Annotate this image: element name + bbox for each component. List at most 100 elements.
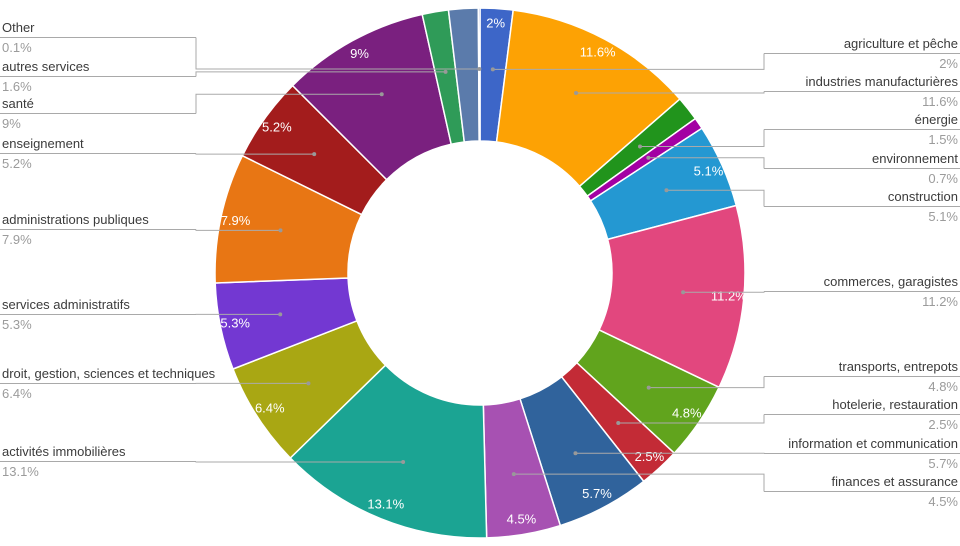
leader-line [195, 93, 382, 114]
sector-label-value: 2.5% [928, 417, 958, 432]
sector-label-name: autres services [0, 59, 196, 77]
leader-line [195, 153, 315, 155]
leader-line [666, 189, 765, 207]
sector-label-name: transports, entrepots [764, 359, 960, 377]
sector-label-value: 5.1% [928, 209, 958, 224]
slice-percent-label: 5.1% [694, 164, 724, 179]
sector-label: Other 0.1% [0, 20, 196, 56]
sector-label-value: 0.7% [928, 171, 958, 186]
leader-dot [490, 67, 495, 72]
sector-label-name: santé [0, 96, 196, 114]
leader-dot [573, 451, 578, 456]
leader-line [492, 53, 765, 70]
slice-percent-label: 5.2% [262, 119, 292, 134]
sector-label-name: commerces, garagistes [764, 274, 960, 292]
sector-label: agriculture et pêche 2% [764, 36, 960, 72]
sector-label: santé 9% [0, 96, 196, 132]
sector-label-value: 9% [2, 116, 21, 131]
sector-label-value: 13.1% [2, 464, 39, 479]
sector-label: information et communication 5.7% [764, 436, 960, 472]
sector-label-name: énergie [764, 112, 960, 130]
sector-label: environnement 0.7% [764, 151, 960, 187]
sector-label-value: 4.5% [928, 494, 958, 509]
leader-line [195, 229, 281, 231]
sector-label-value: 11.2% [922, 294, 958, 309]
sector-label-name: droit, gestion, sciences et techniques [0, 366, 215, 384]
slice-percent-label: 7.9% [221, 213, 251, 228]
sector-label: droit, gestion, sciences et techniques 6.… [0, 366, 215, 402]
sector-label: commerces, garagistes 11.2% [764, 274, 960, 310]
sector-label: construction 5.1% [764, 189, 960, 225]
sector-label-name: hotelerie, restauration [764, 397, 960, 415]
slice-percent-label: 11.6% [580, 44, 616, 59]
leader-line [648, 376, 765, 389]
leader-dot [681, 290, 686, 295]
leader-dot [278, 228, 283, 233]
leader-dot [306, 381, 311, 386]
pie-slice-activités-immobilières[interactable] [289, 364, 488, 539]
slice-percent-label: 6.4% [255, 400, 285, 415]
sector-label-name: industries manufacturières [764, 74, 960, 92]
leader-dot [278, 312, 283, 317]
leader-dot [401, 459, 406, 464]
sector-label-value: 7.9% [2, 232, 32, 247]
slice-percent-label: 2% [486, 15, 505, 30]
leader-dot [638, 144, 643, 149]
sector-label-name: enseignement [0, 136, 196, 154]
leader-line [195, 71, 446, 77]
slice-percent-label: 9% [350, 46, 369, 61]
leader-dot [646, 385, 651, 390]
leader-dot [574, 91, 579, 96]
leader-dot [443, 69, 448, 74]
leader-line [576, 91, 765, 94]
slice-percent-label: 5.7% [582, 486, 612, 501]
sector-label: énergie 1.5% [764, 112, 960, 148]
leader-dot [616, 421, 621, 426]
leader-line [640, 129, 765, 147]
slice-percent-label: 4.5% [507, 512, 537, 527]
sector-label-name: Other [0, 20, 196, 38]
sector-label-value: 1.6% [2, 79, 32, 94]
leader-line [618, 414, 765, 424]
sector-label-name: activités immobilières [0, 444, 196, 462]
sector-label-value: 5.7% [928, 456, 958, 471]
leader-dot [312, 152, 317, 157]
sector-label-name: administrations publiques [0, 212, 196, 230]
sector-label-value: 5.2% [2, 156, 32, 171]
sector-label-name: agriculture et pêche [764, 36, 960, 54]
sector-label: transports, entrepots 4.8% [764, 359, 960, 395]
pie-slice-other[interactable] [477, 7, 481, 142]
slice-percent-label: 2.5% [635, 449, 665, 464]
sector-label-name: information et communication [764, 436, 960, 454]
sector-label: administrations publiques 7.9% [0, 212, 196, 248]
sector-label: industries manufacturières 11.6% [764, 74, 960, 110]
leader-dot [477, 67, 482, 72]
sector-label: activités immobilières 13.1% [0, 444, 196, 480]
sector-label-value: 1.5% [928, 132, 958, 147]
leader-dot [646, 155, 651, 160]
sector-label-value: 11.6% [922, 94, 958, 109]
sector-label-value: 4.8% [928, 379, 958, 394]
leader-line [648, 157, 765, 169]
sector-label: autres services 1.6% [0, 59, 196, 95]
slice-percent-label: 4.8% [672, 406, 702, 421]
sector-label-value: 2% [939, 56, 958, 71]
leader-line [195, 37, 480, 70]
leader-line [513, 473, 765, 492]
sector-label: services administratifs 5.3% [0, 297, 196, 333]
leader-dot [664, 188, 669, 193]
sector-label: hotelerie, restauration 2.5% [764, 397, 960, 433]
sector-label-name: finances et assurance [764, 474, 960, 492]
slice-percent-label: 5.3% [220, 316, 250, 331]
sector-label-value: 6.4% [2, 386, 32, 401]
sector-label: enseignement 5.2% [0, 136, 196, 172]
sector-label-value: 0.1% [2, 40, 32, 55]
leader-dot [379, 92, 384, 97]
sector-label-name: services administratifs [0, 297, 196, 315]
sector-label-name: construction [764, 189, 960, 207]
leader-dot [511, 472, 516, 477]
slice-percent-label: 13.1% [367, 497, 404, 512]
sector-label: finances et assurance 4.5% [764, 474, 960, 510]
